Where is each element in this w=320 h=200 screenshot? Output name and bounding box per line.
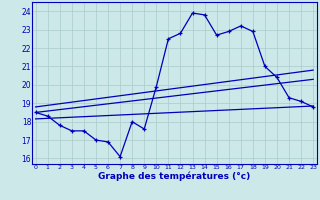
X-axis label: Graphe des températures (°c): Graphe des températures (°c) — [98, 171, 251, 181]
